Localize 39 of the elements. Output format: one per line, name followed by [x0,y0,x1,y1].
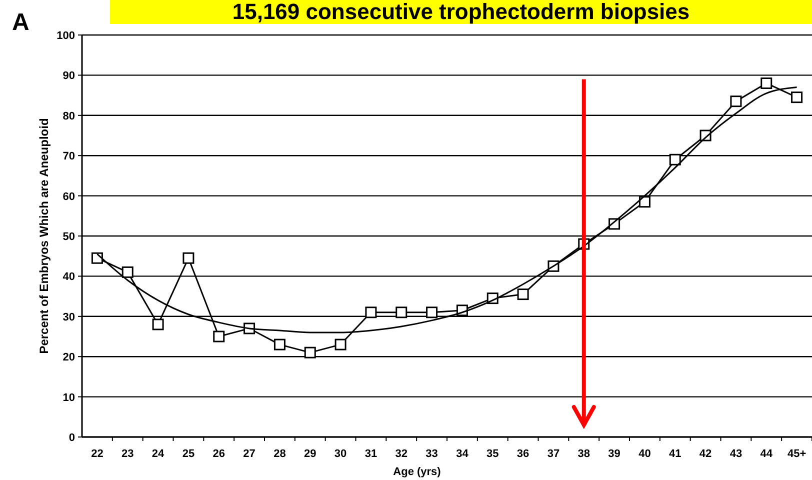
x-axis-title: Age (yrs) [393,466,442,478]
x-tick-label: 31 [364,448,378,460]
x-tick-label: 36 [516,448,530,460]
x-tick-label: 37 [547,448,560,460]
x-tick-label: 29 [304,448,316,460]
text: A [12,9,30,36]
x-tick-label: 28 [274,448,286,460]
x-tick-label: 26 [212,448,225,460]
x-tick-label: 45+ [787,448,806,460]
x-tick-label: 44 [760,448,774,460]
x-tick-label: 43 [730,448,742,460]
y-tick-label: 0 [68,432,75,444]
chart-title: 15,169 consecutive trophectoderm biopsies [232,0,690,24]
x-tick-label: 41 [669,448,682,460]
y-tick-label: 70 [62,150,75,163]
x-tick-label: 22 [91,448,104,460]
x-tick-label: 25 [182,448,195,460]
x-tick-label: 23 [122,448,134,460]
y-tick-label: 10 [62,392,75,404]
y-tick-label: 20 [62,352,75,364]
y-tick-label: 40 [62,271,75,284]
y-tick-label: 80 [62,110,75,122]
x-tick-label: 38 [578,448,590,460]
x-tick-label: 35 [486,448,499,460]
x-tick-label: 34 [456,448,470,460]
x-tick-label: 24 [152,448,166,460]
x-tick-label: 30 [334,448,347,460]
x-tick-label: 33 [426,448,438,460]
y-tick-label: 60 [62,190,75,203]
y-tick-label: 50 [62,231,75,243]
y-tick-label: 30 [62,311,75,324]
x-tick-label: 32 [395,448,408,460]
y-tick-label: 100 [56,30,75,42]
x-tick-label: 27 [243,448,256,460]
y-tick-label: 90 [62,70,75,82]
x-tick-label: 42 [699,448,712,460]
x-tick-label: 39 [608,448,620,460]
x-tick-label: 40 [638,448,651,460]
y-axis-title: Percent of Embryos Which are Aneuploid [37,118,51,354]
